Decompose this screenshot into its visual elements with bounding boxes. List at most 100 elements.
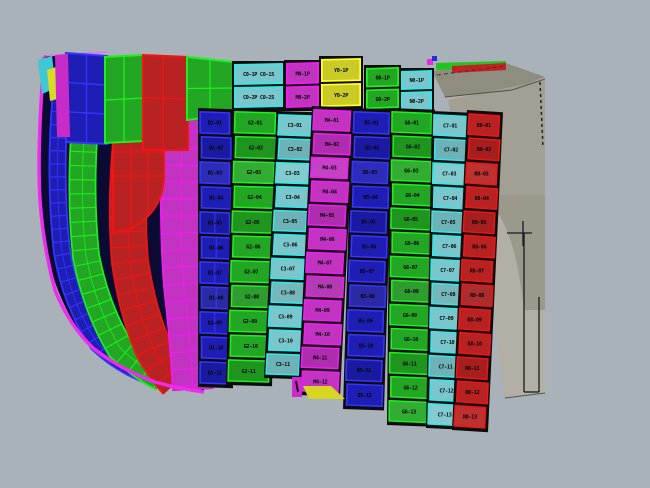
plate-shade — [200, 362, 229, 384]
shell-strake-red-frame-line — [121, 300, 156, 311]
shell-strake-blue-frame-line — [50, 137, 66, 139]
plate-label: M4-12 — [313, 379, 327, 385]
bow-strip-magenta[interactable] — [55, 54, 70, 137]
plate-shade — [454, 406, 485, 428]
plate-column-6-green-plate-face — [389, 401, 428, 422]
plate-shade — [391, 208, 430, 230]
deck-plate-green-face — [367, 68, 398, 86]
plate-label: G2-02 — [249, 145, 263, 151]
plate-column-6-green-plate-face — [391, 257, 430, 278]
plate-label: M4-07 — [318, 261, 332, 267]
plate-column-5-blue-plate-face — [348, 335, 384, 356]
plate-column-7-cyan-plate-face — [429, 356, 462, 377]
shell-strake-red-frame-line — [137, 340, 170, 356]
plate-column-5-blue-plate-face — [351, 236, 387, 257]
plate-label: B5-09 — [358, 319, 372, 325]
plate-label: R8-01 — [477, 123, 491, 129]
plate-label: M4-11 — [313, 356, 327, 362]
shell-strake-green-frame-line — [70, 164, 96, 167]
deck-edge-red[interactable] — [452, 63, 506, 73]
plate-label: C3-10 — [278, 338, 292, 344]
plate-label: C0-1P C0-1S — [243, 72, 274, 78]
plate-label: B1-11 — [208, 371, 222, 377]
plate-column-6-green-plate-face — [392, 160, 431, 182]
shell-strake-red-frame-line — [115, 272, 150, 281]
plate-column-5-blue-plate-face — [354, 112, 389, 134]
plate-label: B1-05 — [208, 221, 222, 227]
plate-column-8-red-plate-face — [454, 406, 485, 428]
plate-shade — [392, 281, 431, 302]
plate-label: B5-02 — [365, 145, 379, 151]
plate-label: C3-02 — [288, 147, 302, 153]
plate-label: Y0-2P — [334, 93, 348, 99]
shell-strake-green-frame-line — [105, 335, 128, 349]
plate-shade — [457, 357, 488, 379]
plate-column-2-green-plate-face — [228, 360, 269, 382]
keel-plate-yellow[interactable] — [303, 386, 345, 399]
plate-column-2-green-plate-face — [231, 261, 271, 282]
plate-label: B5-12 — [358, 393, 372, 399]
hull-top-red-grid — [142, 97, 189, 100]
plate-shade — [432, 211, 464, 233]
plate-label: M4-06 — [320, 237, 334, 243]
deck-plate-magenta-face — [287, 87, 318, 107]
hull-top-red[interactable] — [142, 53, 189, 151]
plate-column-5-blue-plate-face — [351, 211, 386, 233]
plate-label: R8-13 — [463, 415, 477, 421]
plate-shade — [200, 162, 229, 184]
plate-column-7-cyan-plate-face — [433, 163, 465, 185]
plate-column-6-green-plate-face — [391, 329, 431, 350]
shell-strake-green-frame-line — [116, 342, 134, 363]
plate-label: M4-09 — [315, 308, 329, 314]
plate-column-8-red-plate-face — [459, 333, 490, 355]
plate-column-5-blue-plate-face — [348, 310, 383, 332]
vertex-dot-blue[interactable] — [432, 56, 437, 61]
vertex-dot-magenta[interactable] — [427, 59, 433, 65]
plate-column-3-cyan-plate-face — [269, 306, 302, 327]
plate-shade — [462, 284, 493, 306]
plate-shade — [306, 276, 343, 297]
plate-label: B5-11 — [357, 368, 371, 374]
transom-arch-shade — [472, 195, 545, 310]
plate-label: G6-12 — [403, 385, 417, 391]
shell-strake-green-frame-line — [72, 247, 98, 252]
plate-label: G6-11 — [402, 361, 416, 367]
plate-shade — [236, 137, 276, 158]
plate-label: C7-01 — [443, 124, 457, 130]
shell-strake-red-frame-line — [118, 286, 153, 296]
plate-column-3-cyan-plate-face — [276, 187, 309, 207]
plate-label: B1-07 — [208, 271, 222, 277]
plate-column-5-blue-plate-face — [353, 186, 388, 208]
plate-label: N0-2P — [409, 99, 423, 105]
plate-shade — [468, 138, 499, 160]
plate-label: R8-02 — [477, 147, 491, 153]
plate-label: G6-13 — [402, 409, 416, 415]
shell-strake-blue-frame-line — [53, 240, 69, 244]
deck-plate-magenta-face — [287, 63, 318, 83]
plate-column-7-cyan-plate-face — [432, 211, 464, 233]
deck-plate-yellow-face — [322, 84, 360, 106]
shell-strake-magenta-frame-line — [161, 163, 202, 167]
plate-column-7-cyan-plate-face — [435, 139, 467, 160]
plate-label: G0-1P — [375, 75, 389, 81]
shell-strake-magenta-frame-line — [161, 181, 201, 183]
plate-shade — [464, 211, 495, 233]
plate-column-6-green-plate-face — [392, 281, 431, 302]
plate-label: B1-08 — [209, 296, 223, 302]
plate-shade — [273, 211, 306, 231]
plate-column-3-cyan-plate-face — [278, 115, 311, 136]
plate-label: B5-08 — [361, 294, 375, 300]
plate-label: C3-06 — [283, 243, 297, 249]
plate-label: M4-05 — [320, 213, 334, 219]
plate-label: R8-08 — [470, 293, 484, 299]
plate-shade — [350, 285, 385, 307]
plate-column-5-blue-plate-face — [347, 384, 382, 406]
plate-label: B5-05 — [361, 220, 375, 226]
shell-strake-green-frame-line — [82, 286, 107, 295]
plate-label: G2-03 — [247, 170, 261, 176]
plate-shade — [278, 139, 311, 160]
plate-shade — [432, 284, 464, 305]
plate-column-6-green-plate-face — [393, 136, 432, 157]
